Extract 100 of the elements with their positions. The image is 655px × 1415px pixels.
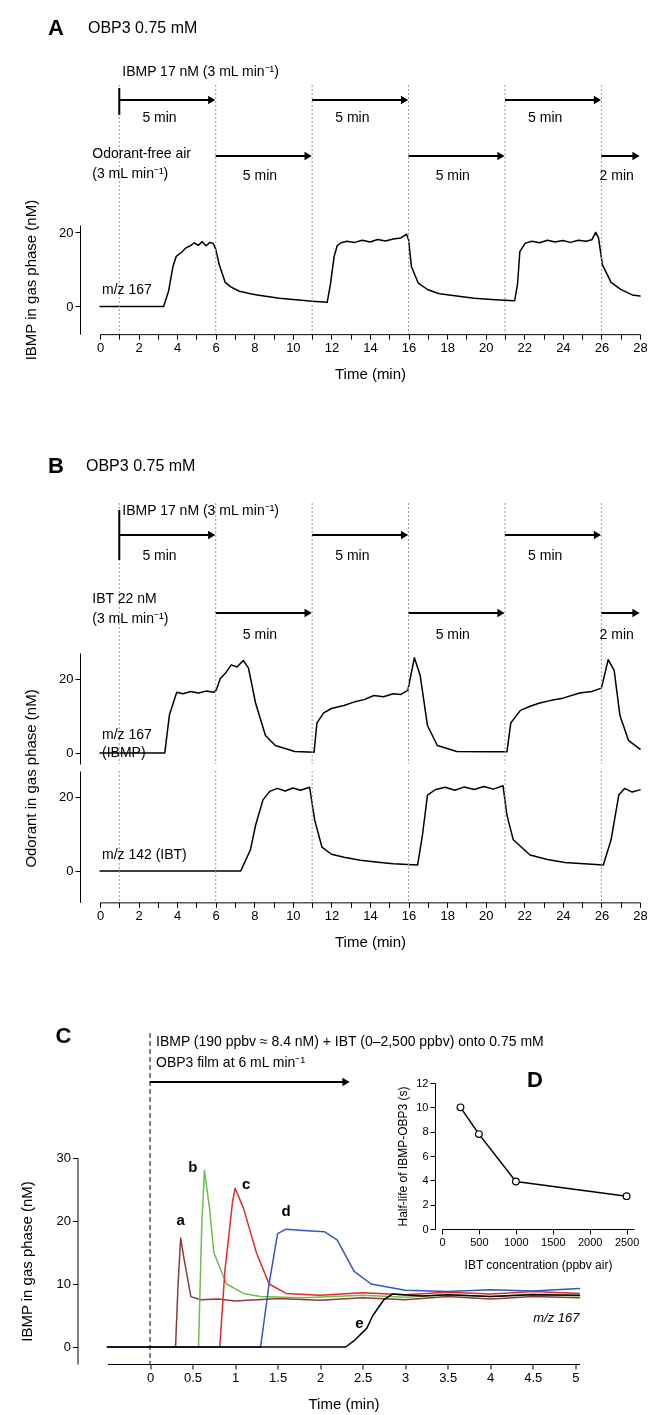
x-tick-label: 26 <box>594 907 610 923</box>
y-tick-label: 4 <box>422 1173 429 1186</box>
series-label: e <box>355 1314 364 1332</box>
y-tick-label: 6 <box>422 1149 429 1162</box>
x-tick-label: 24 <box>556 339 571 355</box>
x-tick-label: 1.5 <box>269 1369 288 1385</box>
series-label: a <box>176 1211 186 1228</box>
x-axis-title: IBT concentration (ppbv air) <box>464 1257 613 1272</box>
x-tick-label: 22 <box>517 339 533 355</box>
series-label: b <box>188 1157 198 1175</box>
x-tick-label: 28 <box>633 339 648 355</box>
text: IBMP 17 nM (3 mL min⁻¹) <box>122 502 279 518</box>
text: 5 min <box>435 626 470 642</box>
text: 2 min <box>599 626 634 642</box>
x-tick-label: 4 <box>174 339 182 355</box>
x-tick-label: 14 <box>363 339 378 355</box>
x-tick-label: 5 <box>572 1369 580 1385</box>
y-tick-label: 0 <box>66 298 74 314</box>
x-tick-label: 6 <box>212 907 220 923</box>
series-label: m/z 142 (IBT) <box>102 845 187 862</box>
y-axis-title: Half-life of IBMP-OBP3 (s) <box>396 1086 411 1227</box>
text: 5 min <box>528 109 563 125</box>
x-tick-label: 6 <box>212 339 220 355</box>
x-tick-label: 0 <box>96 907 105 923</box>
x-tick-label: 8 <box>251 907 259 923</box>
x-tick-label: 10 <box>286 339 301 355</box>
text: OBP3 film at 6 mL min⁻¹ <box>156 1054 306 1070</box>
y-tick-label: 30 <box>56 1150 72 1166</box>
x-tick-label: 0.5 <box>184 1369 203 1385</box>
x-tick-label: 500 <box>470 1235 489 1248</box>
x-tick-label: 16 <box>401 907 417 923</box>
y-tick-label: 0 <box>66 863 74 879</box>
y-axis-title: IBMP in gas phase (nM) <box>17 1181 35 1342</box>
x-tick-label: 2 <box>317 1369 325 1385</box>
chart-title: D <box>527 1067 543 1092</box>
text: IBMP 17 nM (3 mL min⁻¹) <box>122 63 279 79</box>
y-tick-label: 20 <box>59 789 74 805</box>
y-tick-label: 8 <box>422 1125 429 1138</box>
x-tick-label: 28 <box>633 907 648 923</box>
y-tick-label: 0 <box>66 745 74 761</box>
x-tick-label: 2.5 <box>354 1369 373 1385</box>
x-tick-label: 2500 <box>614 1235 640 1248</box>
x-tick-label: 1500 <box>541 1235 566 1248</box>
x-tick-label: 14 <box>363 907 378 923</box>
text: 5 min <box>435 167 470 183</box>
text: Odorant-free air (3 mL min⁻¹) <box>92 145 192 181</box>
x-tick-label: 10 <box>286 907 301 923</box>
y-axis-title: Odorant in gas phase (nM) <box>22 689 40 868</box>
x-tick-label: 3.5 <box>439 1369 458 1385</box>
chart-subtitle: OBP3 0.75 mM <box>86 457 196 474</box>
x-tick-label: 16 <box>401 339 417 355</box>
x-tick-label: 18 <box>440 907 455 923</box>
x-tick-label: 18 <box>440 339 455 355</box>
chart-title: A <box>48 15 65 40</box>
text: 5 min <box>242 167 278 183</box>
text: 5 min <box>242 626 278 642</box>
text: IBT 22 nM (3 mL min⁻¹) <box>92 590 169 626</box>
annotation: m/z 167 <box>533 1309 581 1325</box>
chart-subtitle: OBP3 0.75 mM <box>88 19 198 36</box>
text: 5 min <box>142 547 177 563</box>
x-tick-label: 8 <box>251 339 259 355</box>
series-label: c <box>242 1175 251 1193</box>
y-tick-label: 0 <box>63 1339 72 1355</box>
chart-title: C <box>55 1023 72 1048</box>
y-tick-label: 20 <box>56 1213 72 1229</box>
y-tick-label: 12 <box>416 1076 429 1089</box>
y-tick-label: 10 <box>416 1100 429 1113</box>
text: 2 min <box>599 167 634 183</box>
y-tick-label: 2 <box>422 1198 429 1211</box>
x-tick-label: 24 <box>556 907 571 923</box>
text: 5 min <box>528 547 563 563</box>
x-axis-title: Time (min) <box>334 364 407 382</box>
text: 5 min <box>335 109 370 125</box>
text: 5 min <box>335 547 370 563</box>
x-tick-label: 12 <box>324 907 340 923</box>
x-tick-label: 4 <box>487 1369 495 1385</box>
x-tick-label: 2 <box>135 339 143 355</box>
x-tick-label: 20 <box>478 339 494 355</box>
x-tick-label: 20 <box>478 907 494 923</box>
y-tick-label: 20 <box>59 671 74 687</box>
y-tick-label: 20 <box>59 224 74 240</box>
x-tick-label: 3 <box>402 1369 410 1385</box>
y-tick-label: 10 <box>56 1276 72 1292</box>
x-axis-title: Time (min) <box>308 1394 380 1412</box>
x-tick-label: 12 <box>324 339 340 355</box>
x-tick-label: 22 <box>517 907 533 923</box>
series-label: m/z 167 <box>102 281 152 298</box>
x-tick-label: 2 <box>135 907 143 923</box>
x-tick-label: 4 <box>174 907 182 923</box>
x-tick-label: 1000 <box>504 1235 529 1248</box>
chart-title: B <box>48 453 64 478</box>
x-tick-label: 26 <box>594 339 610 355</box>
x-tick-label: 2000 <box>577 1235 603 1248</box>
text: IBMP (190 ppbv ≈ 8.4 nM) + IBT (0–2,500 ppbv) onto 0.75 mM <box>156 1033 544 1049</box>
text: 5 min <box>142 109 177 125</box>
y-tick-label: 0 <box>422 1222 429 1235</box>
x-axis-title: Time (min) <box>334 932 407 950</box>
series-label: d <box>281 1202 291 1220</box>
y-axis-title: IBMP in gas phase (nM) <box>22 199 40 361</box>
x-tick-label: 0 <box>96 339 105 355</box>
